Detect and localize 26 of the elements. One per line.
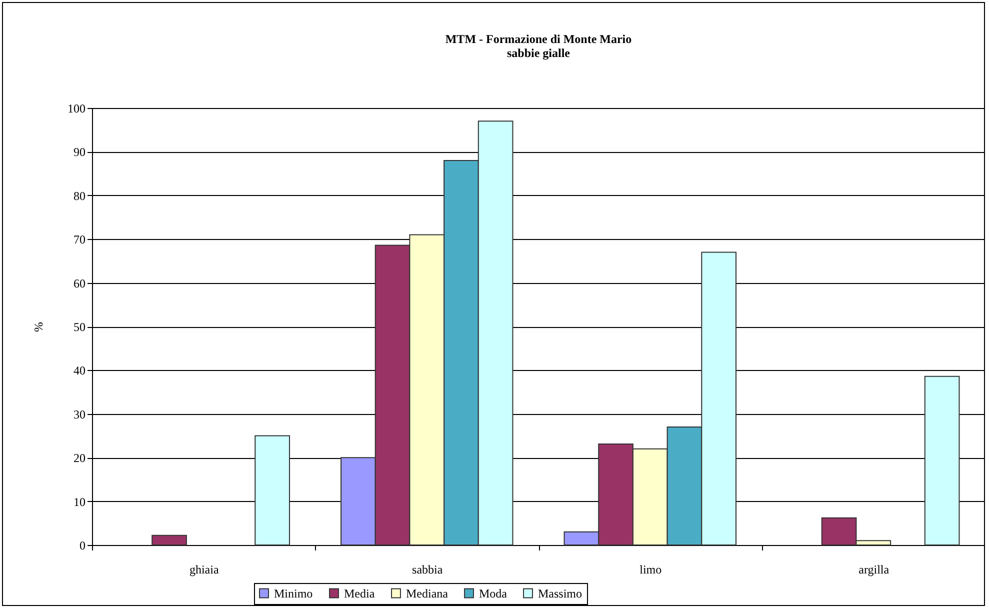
y-tick-label: 60	[74, 276, 86, 290]
y-tick-label: 90	[74, 145, 86, 160]
y-tick-label: 70	[74, 232, 86, 247]
x-tick-label: sabbia	[412, 562, 444, 576]
y-tick-label: 20	[74, 451, 86, 466]
y-tick-label: 80	[74, 188, 86, 203]
bar	[254, 435, 290, 546]
x-tick-label: ghiaia	[189, 562, 220, 576]
legend-label: Mediana	[406, 586, 449, 600]
x-tick-label: limo	[640, 562, 662, 576]
chart-title: MTM - Formazione di Monte Mario	[445, 32, 632, 46]
y-tick-label: 10	[74, 494, 86, 509]
y-tick-label: 40	[74, 364, 86, 378]
y-tick-label: 0	[80, 538, 86, 552]
y-tick-label: 50	[74, 320, 86, 334]
y-tick-label: 30	[74, 407, 86, 422]
chart-subtitle: sabbie gialle	[506, 46, 571, 60]
legend-label: Massimo	[538, 586, 582, 600]
y-tick-label: 100	[68, 102, 86, 116]
legend-label: Minimo	[274, 586, 313, 600]
legend-label: Media	[344, 586, 376, 600]
bar	[152, 534, 187, 546]
y-axis-title: %	[32, 322, 46, 332]
legend-label: Moda	[479, 586, 508, 600]
x-tick-label: argilla	[858, 562, 890, 576]
bar	[924, 376, 960, 546]
